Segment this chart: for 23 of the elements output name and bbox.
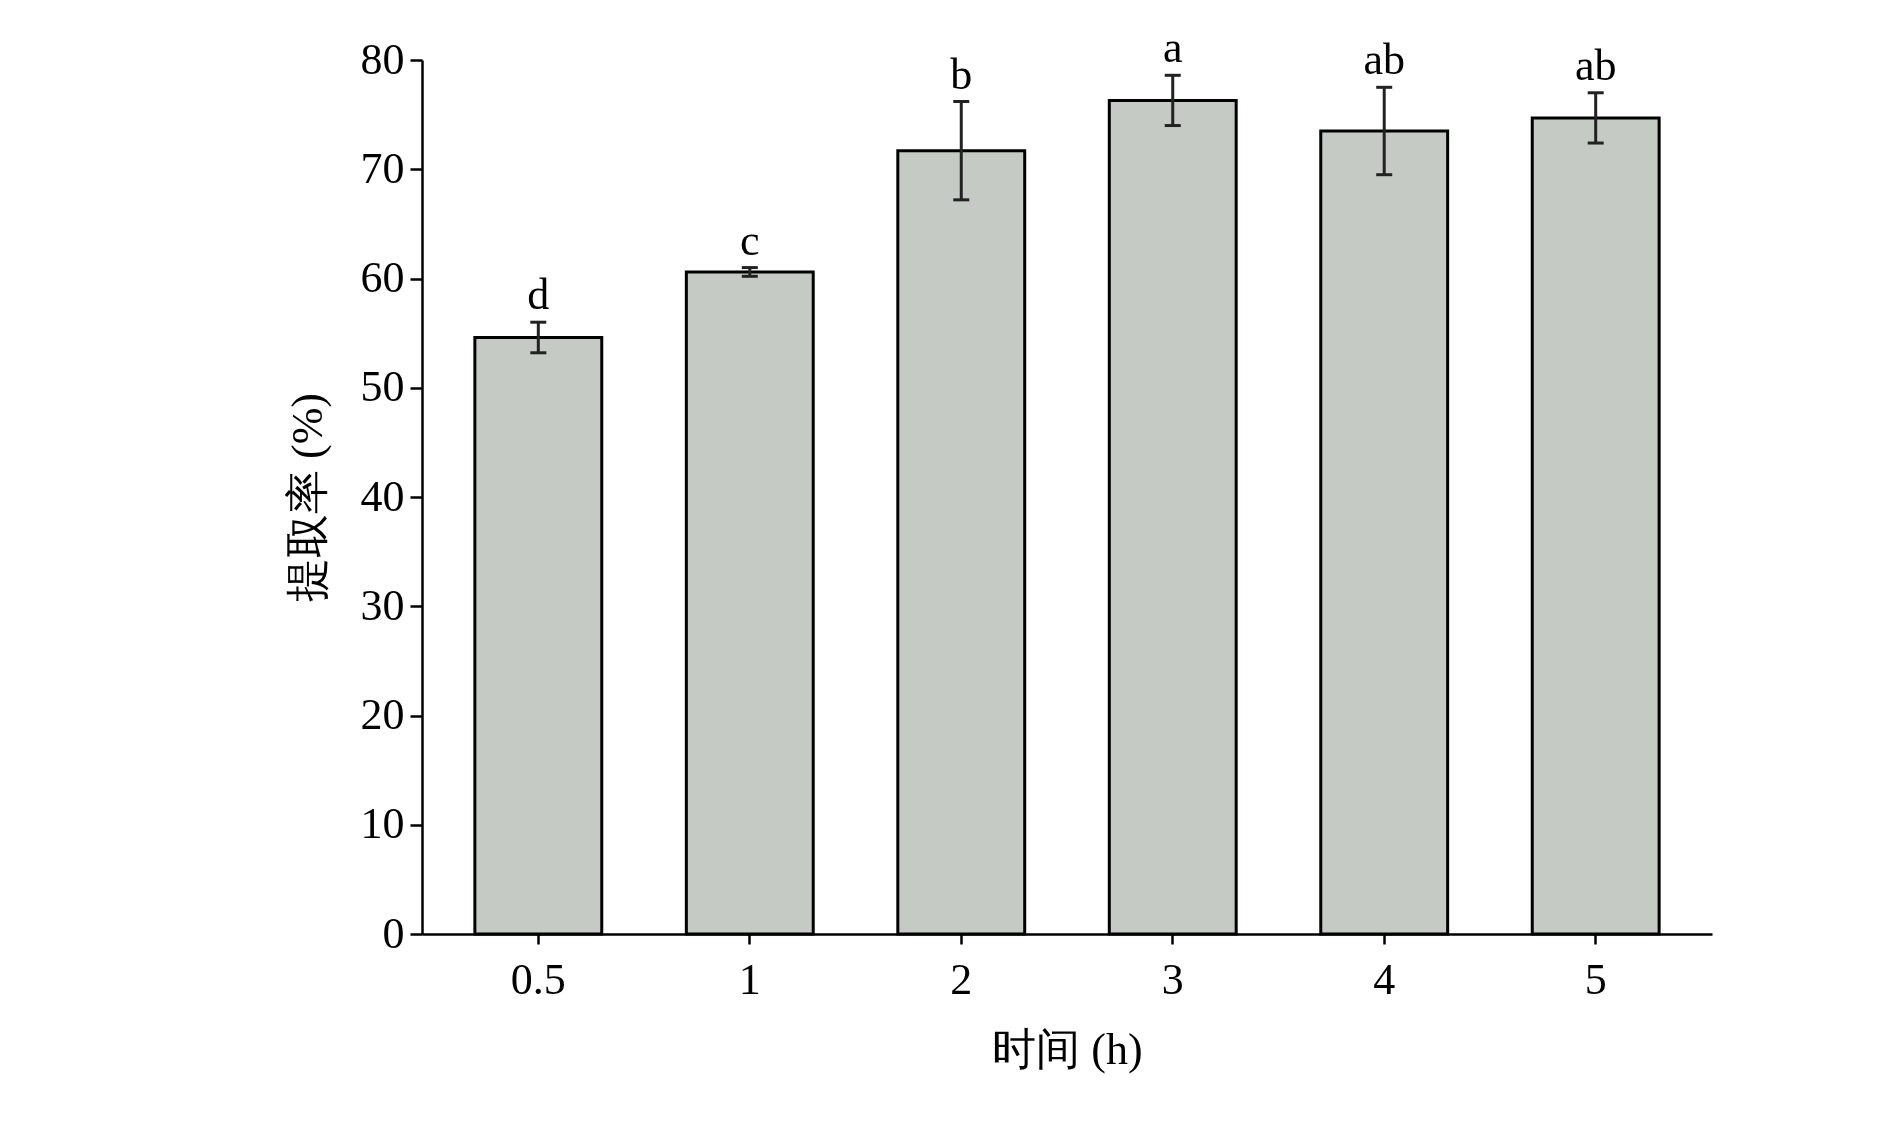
y-tick-label: 0 [382, 908, 405, 958]
x-axis-title: 时间 (h) [992, 1024, 1143, 1074]
annotation: a [1162, 23, 1183, 73]
x-tick-label: 0.5 [510, 954, 566, 1004]
y-tick-label: 10 [360, 799, 405, 849]
annotation: b [950, 49, 973, 99]
x-tick-label: 3 [1161, 954, 1184, 1004]
x-tick-label: 5 [1584, 954, 1607, 1004]
annotation: d [527, 270, 550, 320]
x-tick-label: 4 [1373, 954, 1396, 1004]
y-tick-label: 30 [360, 580, 405, 630]
annotation: ab [1574, 40, 1617, 90]
y-tick-label: 40 [360, 471, 405, 521]
x-tick-label: 2 [950, 954, 973, 1004]
y-tick-label: 20 [360, 690, 405, 739]
x-tick-label: 1 [738, 954, 761, 1004]
y-tick-label: 60 [360, 253, 405, 302]
annotation: ab [1363, 35, 1405, 85]
y-tick-label: 70 [360, 143, 405, 193]
y-tick-label: 80 [360, 34, 405, 84]
annotation: c [740, 215, 760, 265]
y-tick-label: 50 [360, 362, 405, 412]
y-axis-title: 提取率 (%) [282, 393, 332, 602]
